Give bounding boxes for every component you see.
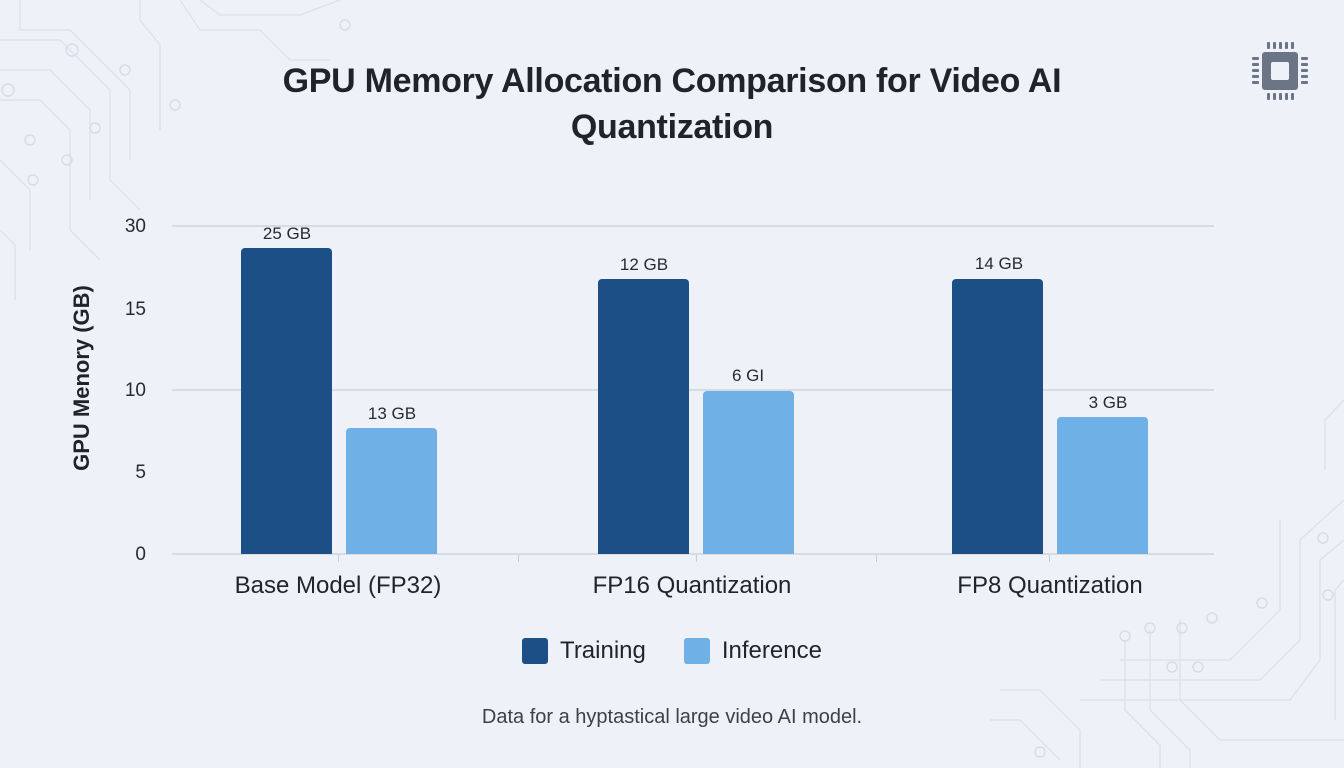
bar-training-base-model[interactable] — [241, 248, 332, 554]
legend-item-training[interactable]: Training — [522, 637, 646, 665]
data-label-inference-fp8: 3 GB — [1088, 393, 1128, 412]
gridline-30 — [172, 225, 1214, 227]
bar-inference-fp8[interactable] — [1057, 417, 1148, 554]
x-axis-baseline — [172, 553, 1214, 555]
bar-training-fp16[interactable] — [598, 279, 689, 554]
data-label-training-fp16: 12 GB — [619, 255, 669, 274]
legend-label-training: Training — [560, 637, 646, 664]
data-label-training-fp8: 14 GB — [974, 254, 1024, 273]
y-tick-10: 10 — [124, 380, 146, 401]
bar-inference-fp16[interactable] — [703, 391, 794, 554]
chart-title-line-1: GPU Memory Allocation Comparison for Vid… — [282, 62, 1062, 100]
x-category-label: FP16 Quantization — [592, 572, 792, 599]
x-category-label: Base Model (FP32) — [234, 572, 442, 599]
y-tick-30: 30 — [124, 216, 146, 237]
legend-item-inference[interactable]: Inference — [683, 637, 822, 665]
gridline-10 — [172, 389, 1214, 391]
data-label-training-base-model: 25 GB — [262, 224, 312, 243]
x-tick — [518, 555, 519, 562]
x-tick — [876, 555, 877, 562]
bar-training-fp8[interactable] — [952, 279, 1043, 554]
x-tick — [1049, 555, 1050, 562]
x-tick — [338, 555, 339, 562]
y-axis-label: GPU Menory (GB) — [69, 285, 94, 471]
cpu-chip-icon — [1252, 42, 1308, 100]
footnote: Data for a hyptastical large video AI mo… — [481, 706, 863, 728]
y-tick-5: 5 — [135, 462, 146, 483]
y-tick-15: 15 — [124, 299, 146, 320]
x-tick — [696, 555, 697, 562]
data-label-inference-base-model: 13 GB — [367, 404, 417, 423]
chart-title-line-2: Quantization — [570, 108, 774, 146]
legend-swatch-training — [522, 638, 549, 664]
bar-inference-base-model[interactable] — [346, 428, 437, 554]
legend-swatch-inference — [683, 638, 710, 664]
y-tick-0: 0 — [135, 544, 146, 565]
data-label-inference-fp16: 6 GI — [731, 366, 765, 385]
x-category-label: FP8 Quantization — [957, 572, 1143, 599]
chart-legend: Training Inference — [0, 637, 1344, 665]
chart-title: GPU Memory Allocation Comparison for Vid… — [0, 58, 1344, 150]
legend-label-inference: Inference — [721, 637, 822, 664]
